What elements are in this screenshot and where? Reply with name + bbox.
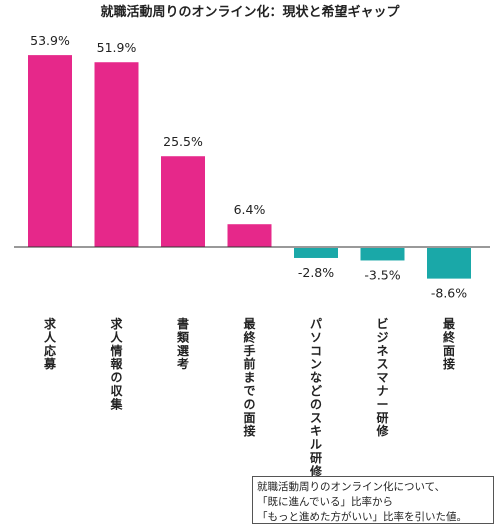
bar-2 <box>94 62 139 248</box>
note-box: 就職活動周りのオンライン化について、 「既に進んでいる」比率から 「もっと進めた… <box>252 476 494 524</box>
category-label-4: 最終手前までの面接 <box>243 317 256 438</box>
value-labels-layer: 53.9% 51.9% 25.5% 6.4% -2.8% -3.5% -8.6% <box>30 33 467 301</box>
chart-title: 就職活動周りのオンライン化：現状と希望ギャップ <box>100 4 400 20</box>
bar-6 <box>360 248 405 261</box>
category-label-7: 最終面接 <box>443 317 456 371</box>
note-line-2: 「既に進んでいる」比率から <box>257 496 393 508</box>
category-label-5: パソコンなどのスキル研修 <box>309 317 323 478</box>
value-label-1: 53.9% <box>30 33 70 48</box>
note-line-3: 「もっと進めた方がいい」比率を引いた値。 <box>257 511 467 523</box>
value-label-4: 6.4% <box>234 202 266 217</box>
bars-layer <box>28 55 471 279</box>
bar-7 <box>427 248 471 279</box>
note-line-1: 就職活動周りのオンライン化について、 <box>257 481 446 493</box>
category-label-6: ビジネスマナー研修 <box>375 316 389 438</box>
bar-3 <box>161 156 205 247</box>
value-label-6: -3.5% <box>364 267 400 282</box>
value-label-7: -8.6% <box>431 286 467 301</box>
category-labels-layer: 求人応募 求人情報の収集 書類選考 最終手前までの面接 パソコンなどのスキル研修 ビジネス… <box>43 316 456 478</box>
category-label-2: 求人情報の収集 <box>109 316 123 411</box>
bar-5 <box>294 248 338 258</box>
value-label-3: 25.5% <box>163 134 203 149</box>
bar-4 <box>227 224 272 247</box>
value-label-5: -2.8% <box>298 265 334 280</box>
category-label-1: 求人応募 <box>43 316 57 371</box>
category-label-3: 書類選考 <box>176 316 190 371</box>
value-label-2: 51.9% <box>97 40 137 55</box>
bar-1 <box>28 55 72 248</box>
